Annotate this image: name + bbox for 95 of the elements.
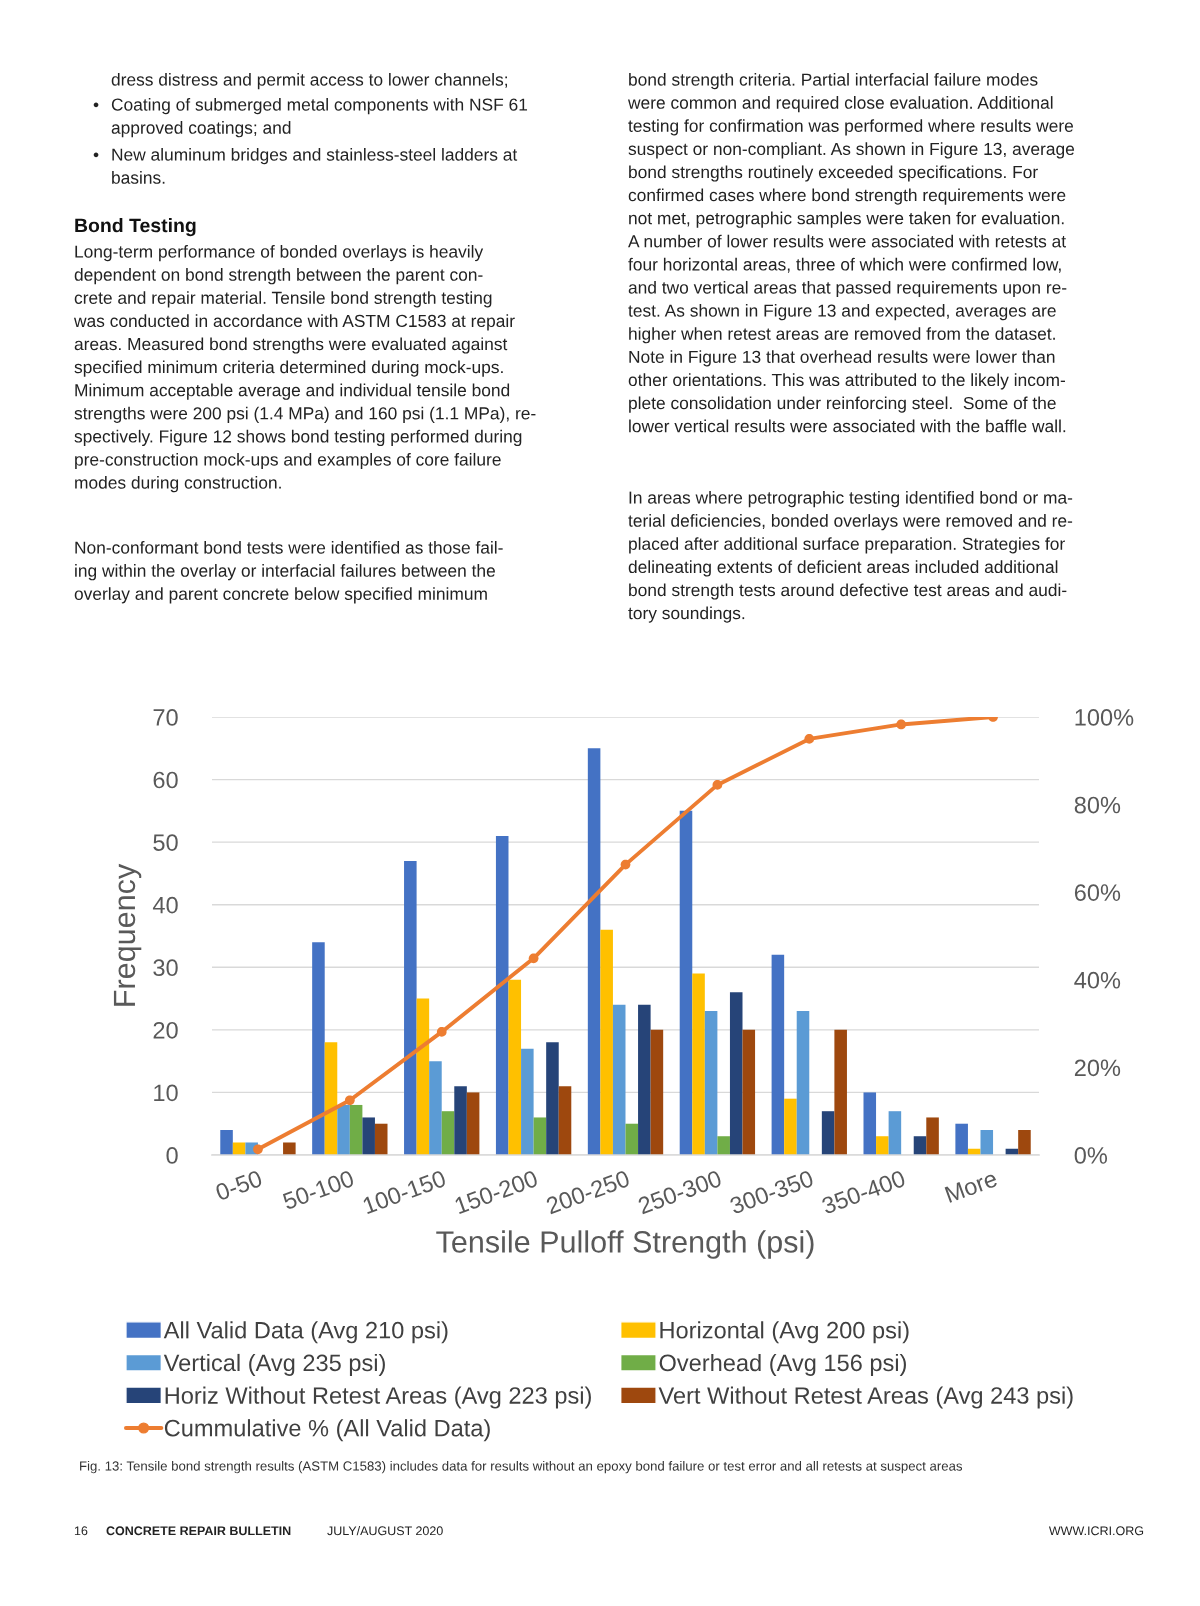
bar	[679, 810, 693, 1155]
bar	[441, 1111, 455, 1155]
x-tick-label: 0-50	[214, 1169, 264, 1202]
text: Coating of submerged metal components with NSF 61 approved coatings; and	[111, 98, 528, 138]
y-tick-label: 40	[152, 896, 178, 914]
legend-label: Horiz Without Retest Areas (Avg 223 psi)	[165, 1386, 591, 1409]
bar	[926, 1117, 939, 1155]
bar	[888, 1111, 902, 1155]
bar	[980, 1129, 994, 1155]
point	[896, 719, 907, 730]
x-tick-label: 50-100	[281, 1169, 355, 1211]
text: WWW.ICRI.ORG	[1048, 1526, 1144, 1536]
y-tick-label: 70	[153, 709, 178, 726]
bar	[337, 1104, 350, 1155]
bar	[876, 1136, 889, 1155]
bar	[955, 1123, 968, 1155]
x-axis-title: Tensile Pulloff Strength (psi)	[436, 1230, 814, 1259]
y-tick-label: 20	[153, 1021, 178, 1039]
text: JULY/AUGUST 2020	[327, 1526, 443, 1536]
y2-tick-label: 40%	[1074, 971, 1121, 989]
legend-label: Vertical (Avg 235 psi)	[163, 1353, 385, 1376]
y2-tick-label: 80%	[1074, 796, 1121, 814]
y-tick-label: 30	[153, 959, 178, 977]
bar	[784, 1098, 797, 1155]
text: bond strength criteria. Partial interfacial failure modes were common and required close evaluation. Additional testing for confirmation was performed where results were suspect or non-compliant. As shown in Figure 13, average bond strengths routinely exceeded specifications. For confirmed cases where bond strength requirements were not met, petrographic samples were taken for evaluation. A number of lower results were associated with retests at four horizontal areas, three of which were confirmed low, and two vertical areas that passed requirements upon re- test. As shown in Figure 13 and expected, averages are higher when retest areas are removed from the dataset. Note in Figure 13 that overhead results were lower than other orientations. This was attributed to the likely incom- plete consolidation under reinforcing steel. Some of the lower vertical results were associated with the baffle wall.	[627, 73, 1075, 433]
bar	[863, 1092, 877, 1155]
text: 16	[74, 1526, 88, 1536]
legend-label: Horizontal (Avg 200 psi)	[660, 1321, 909, 1344]
bar	[612, 1004, 626, 1155]
text: Bond Testing	[75, 218, 196, 237]
text: In areas where petrographic testing identified bond or ma- terial deficiencies, bonded overlays were removed and re- placed after additional surface preparation. Strategies for delineating extents of deficient areas included additional bond strength tests around defective test areas and audi- tory soundings.	[628, 491, 1073, 623]
bar	[232, 1142, 246, 1155]
y-tick-label: 0	[166, 1147, 178, 1164]
bar	[717, 1136, 730, 1155]
y2-tick-label: 0%	[1074, 1147, 1108, 1164]
bar	[625, 1123, 639, 1155]
bar	[650, 1029, 664, 1155]
text: •	[93, 152, 99, 158]
bar	[429, 1061, 442, 1155]
bar	[312, 942, 325, 1155]
bar	[821, 1111, 835, 1155]
bar	[404, 860, 417, 1155]
point	[253, 1144, 263, 1155]
point	[436, 1027, 447, 1037]
bar	[704, 1011, 718, 1155]
y2-tick-label: 20%	[1074, 1059, 1121, 1077]
x-tick-label: More	[944, 1170, 999, 1203]
bar	[638, 1004, 651, 1155]
text: •	[93, 102, 99, 108]
point	[528, 953, 539, 964]
bar	[913, 1136, 927, 1155]
text: New aluminum bridges and stainless-steel ladders at basins.	[112, 148, 518, 184]
bar	[324, 1042, 338, 1155]
bar	[692, 973, 705, 1155]
bar	[362, 1117, 375, 1155]
bar	[533, 1117, 547, 1155]
y-tick-label: 50	[153, 834, 178, 851]
bar	[729, 992, 743, 1155]
bar	[508, 979, 522, 1155]
bar	[374, 1123, 388, 1155]
bar	[558, 1086, 572, 1155]
y2-tick-label: 100%	[1075, 709, 1134, 726]
y2-tick-label: 60%	[1074, 884, 1121, 901]
y-tick-label: 10	[154, 1084, 178, 1102]
bar	[495, 835, 509, 1155]
legend-label: Vert Without Retest Areas (Avg 243 psi)	[658, 1386, 1073, 1409]
legend-label: Overhead (Avg 156 psi)	[659, 1353, 906, 1376]
bar	[466, 1092, 480, 1155]
bar	[454, 1086, 467, 1155]
legend-label: Cummulative % (All Valid Data)	[164, 1419, 490, 1442]
legend-label: All Valid Data (Avg 210 psi)	[163, 1321, 448, 1344]
text: dress distress and permit access to lower channels;	[111, 73, 507, 90]
bar	[283, 1142, 296, 1155]
bar	[834, 1029, 847, 1155]
text: CONCRETE REPAIR BULLETIN	[106, 1526, 291, 1536]
bar	[521, 1048, 534, 1155]
bar	[546, 1042, 559, 1155]
caption: Fig. 13: Tensile bond strength results (ASTM C1583) includes data for results without an epoxy bond failure or test error and all retests at suspect areas	[80, 1461, 963, 1474]
point	[620, 859, 631, 870]
bar	[742, 1029, 756, 1155]
bar	[796, 1011, 810, 1155]
bar	[1018, 1129, 1031, 1155]
bar	[220, 1129, 233, 1155]
bar	[416, 998, 430, 1155]
point	[804, 734, 815, 744]
text: Long-term performance of bonded overlays is heavily dependent on bond strength between the parent con- crete and repair material. Tensile bond strength testing was conducted in accordance with ASTM C1583 at repair areas. Measured bond strengths were evaluated against specified minimum criteria determined during mock-ups. Minimum acceptable average and individual tensile bond strengths were 200 psi (1.4 MPa) and 160 psi (1.1 MPa), re- spectively. Figure 12 shows bond testing performed during pre-construction mock-ups and examples of core failure modes during construction.	[73, 245, 536, 493]
y-tick-label: 60	[153, 771, 178, 789]
bar	[600, 929, 613, 1155]
text: Non-conformant bond tests were identified as those fail- ing within the overlay or interfacial failures between the overlay and parent concrete below specified minimum	[74, 541, 503, 604]
bar	[587, 748, 601, 1155]
y-axis-title: Frequency	[113, 863, 142, 1006]
bar	[771, 954, 785, 1155]
bar	[349, 1104, 363, 1155]
point	[344, 1095, 355, 1106]
point	[712, 780, 723, 790]
